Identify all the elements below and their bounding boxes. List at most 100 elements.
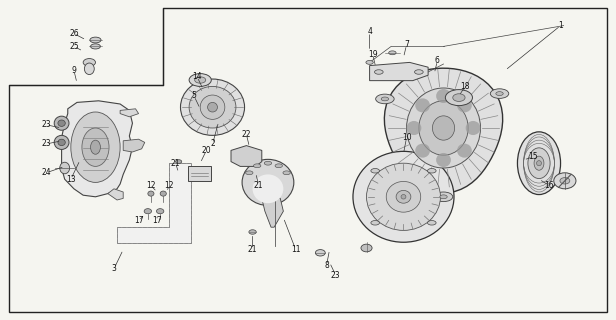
Ellipse shape <box>242 159 294 205</box>
Polygon shape <box>262 192 283 227</box>
Ellipse shape <box>189 86 236 128</box>
Ellipse shape <box>156 209 164 214</box>
Ellipse shape <box>264 161 272 165</box>
Ellipse shape <box>389 51 396 55</box>
Ellipse shape <box>283 171 290 175</box>
Ellipse shape <box>176 160 182 164</box>
Text: 22: 22 <box>241 130 251 139</box>
Ellipse shape <box>386 181 421 212</box>
Ellipse shape <box>83 59 95 66</box>
Ellipse shape <box>200 95 225 119</box>
Ellipse shape <box>361 244 372 252</box>
Ellipse shape <box>434 192 453 202</box>
Text: 4: 4 <box>367 28 372 36</box>
Text: 15: 15 <box>528 152 538 161</box>
Ellipse shape <box>554 173 576 189</box>
Ellipse shape <box>440 195 447 199</box>
Text: 21: 21 <box>248 245 257 254</box>
Ellipse shape <box>415 144 430 158</box>
Polygon shape <box>123 139 145 152</box>
Ellipse shape <box>90 37 101 43</box>
Ellipse shape <box>353 151 454 242</box>
Ellipse shape <box>419 101 468 155</box>
Text: 9: 9 <box>71 66 76 75</box>
Text: 14: 14 <box>192 72 202 81</box>
Ellipse shape <box>534 156 544 170</box>
Text: 17: 17 <box>152 216 162 225</box>
Text: 5: 5 <box>192 92 197 100</box>
Text: 19: 19 <box>368 50 378 59</box>
Text: 21: 21 <box>171 159 180 168</box>
Ellipse shape <box>366 60 373 64</box>
Ellipse shape <box>428 169 436 173</box>
Ellipse shape <box>254 164 261 168</box>
Ellipse shape <box>275 164 283 168</box>
Polygon shape <box>120 109 139 117</box>
Ellipse shape <box>453 94 465 101</box>
Ellipse shape <box>371 169 379 173</box>
Ellipse shape <box>537 161 541 166</box>
Ellipse shape <box>315 250 325 256</box>
Text: 24: 24 <box>41 168 51 177</box>
Text: 16: 16 <box>545 181 554 190</box>
Ellipse shape <box>415 98 430 112</box>
Ellipse shape <box>160 191 166 196</box>
Ellipse shape <box>375 70 383 74</box>
Ellipse shape <box>466 121 480 135</box>
Text: 23: 23 <box>41 140 51 148</box>
Ellipse shape <box>82 128 109 166</box>
Ellipse shape <box>381 97 389 101</box>
Polygon shape <box>384 68 503 193</box>
Polygon shape <box>108 189 123 200</box>
Ellipse shape <box>407 88 480 168</box>
Polygon shape <box>231 146 262 166</box>
Text: 11: 11 <box>291 245 301 254</box>
Ellipse shape <box>457 144 472 158</box>
Ellipse shape <box>367 163 440 230</box>
Text: 12: 12 <box>164 181 174 190</box>
Text: 7: 7 <box>404 40 409 49</box>
Text: 21: 21 <box>254 181 264 190</box>
Text: 23: 23 <box>331 271 341 280</box>
Ellipse shape <box>180 79 245 135</box>
Text: 1: 1 <box>558 21 563 30</box>
Text: 6: 6 <box>435 56 440 65</box>
Ellipse shape <box>144 209 152 214</box>
Ellipse shape <box>148 191 154 196</box>
Ellipse shape <box>376 94 394 104</box>
Ellipse shape <box>54 135 69 149</box>
Ellipse shape <box>560 178 570 184</box>
Bar <box>188 166 211 181</box>
Ellipse shape <box>436 153 451 167</box>
Ellipse shape <box>432 116 455 140</box>
Ellipse shape <box>60 162 70 174</box>
Ellipse shape <box>195 77 206 83</box>
Ellipse shape <box>445 90 472 106</box>
Ellipse shape <box>249 230 256 234</box>
Ellipse shape <box>457 98 472 112</box>
Text: 2: 2 <box>210 140 215 148</box>
Text: 3: 3 <box>111 264 116 273</box>
Ellipse shape <box>54 116 69 130</box>
Ellipse shape <box>528 148 550 179</box>
Ellipse shape <box>189 74 211 86</box>
Text: 25: 25 <box>69 42 79 51</box>
Text: 23: 23 <box>41 120 51 129</box>
Ellipse shape <box>396 190 411 203</box>
Text: 18: 18 <box>460 82 470 91</box>
Ellipse shape <box>253 174 283 203</box>
Ellipse shape <box>91 140 100 154</box>
Ellipse shape <box>517 132 561 195</box>
Ellipse shape <box>401 195 406 199</box>
Text: 17: 17 <box>134 216 144 225</box>
Ellipse shape <box>490 89 509 99</box>
Text: 12: 12 <box>146 181 156 190</box>
Polygon shape <box>117 163 191 243</box>
Ellipse shape <box>84 63 94 75</box>
Ellipse shape <box>371 220 379 225</box>
Text: 10: 10 <box>402 133 411 142</box>
Ellipse shape <box>58 120 65 126</box>
Polygon shape <box>62 101 132 197</box>
Ellipse shape <box>496 92 503 95</box>
Ellipse shape <box>415 70 423 74</box>
